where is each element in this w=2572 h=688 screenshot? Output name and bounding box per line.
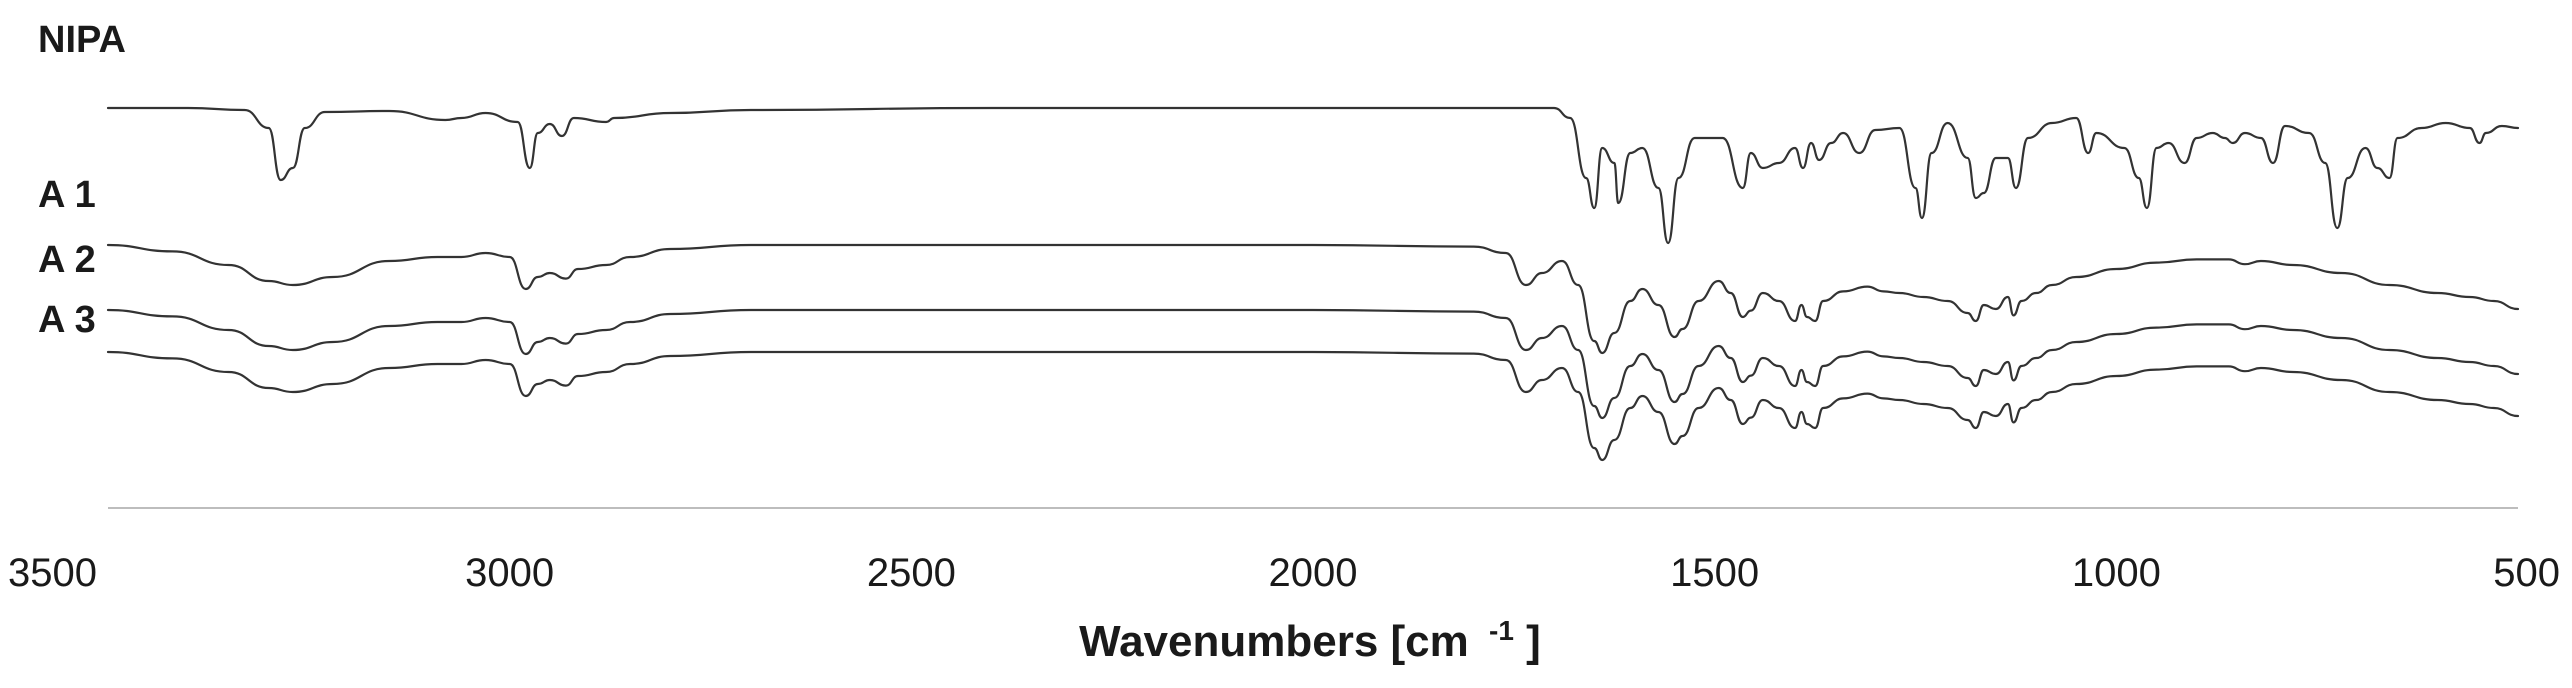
spectra-traces xyxy=(106,106,2520,462)
x-tick-label: 500 xyxy=(2493,551,2560,595)
x-tick-label: 2000 xyxy=(1269,551,1358,595)
x-axis-title: Wavenumbers [cm -1 ] xyxy=(1079,601,1541,666)
x-tick-label: 1500 xyxy=(1670,551,1759,595)
x-tick-label: 1000 xyxy=(2072,551,2161,595)
series-label-a-1: A 1 xyxy=(38,174,96,216)
series-line-a-2 xyxy=(106,308,2520,420)
x-axis-title-superscript: -1 xyxy=(1489,615,1514,646)
x-axis-title-text: Wavenumbers [cm xyxy=(1079,617,1469,666)
x-tick-label: 3000 xyxy=(465,551,554,595)
x-tick-labels: 3500 3000 2500 2000 1500 1000 500 xyxy=(8,551,2560,595)
x-tick-label: 2500 xyxy=(867,551,956,595)
series-label-a-3: A 3 xyxy=(38,299,96,341)
series-label-a-2: A 2 xyxy=(38,239,96,281)
series-labels: NIPA A 1 A 2 A 3 xyxy=(38,19,126,341)
series-label-nipa: NIPA xyxy=(38,19,126,61)
series-line-nipa xyxy=(106,106,2520,245)
x-axis-title-close: ] xyxy=(1526,617,1541,666)
series-line-a-3 xyxy=(106,350,2520,462)
series-line-a-1 xyxy=(106,243,2520,355)
x-tick-label: 3500 xyxy=(8,551,97,595)
